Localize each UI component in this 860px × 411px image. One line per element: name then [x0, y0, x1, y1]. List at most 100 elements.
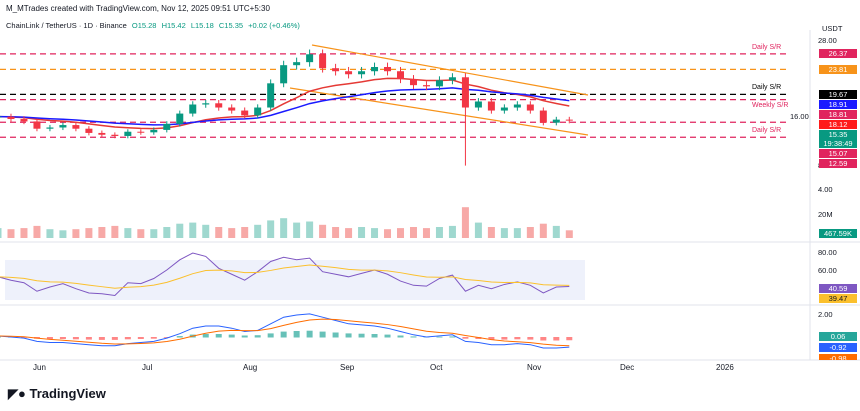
rsi-tick: 60.00 [818, 266, 837, 275]
volume-bar [332, 227, 340, 238]
macd-histogram-bar [176, 336, 183, 338]
month-tick: Dec [620, 363, 635, 372]
candle-body [526, 104, 534, 111]
candle-body [397, 71, 405, 80]
level-price-label: 19.67 [819, 89, 857, 99]
candle-body [124, 131, 132, 136]
macd-histogram-bar [228, 334, 235, 338]
month-tick: Jul [142, 363, 153, 372]
candle-body [384, 66, 392, 72]
candle-body [59, 125, 67, 128]
candle-body [422, 85, 430, 87]
volume-bar [189, 222, 197, 238]
volume-bar [254, 224, 262, 238]
currency-label: USDT [822, 24, 843, 33]
candle-body [176, 113, 184, 124]
tradingview-logo[interactable]: ◤● TradingView [8, 386, 106, 401]
macd-histogram-bar [306, 330, 313, 338]
level-price-label: 18.12 [819, 119, 857, 129]
macd-histogram-bar [358, 333, 365, 338]
volume-bar [228, 228, 236, 238]
sr-line-label: Daily S/R [752, 43, 782, 51]
volume-bar [345, 228, 353, 238]
price-tick: 28.00 [818, 36, 837, 45]
volume-bar [358, 227, 366, 238]
macd-line-label: -0.92 [819, 343, 857, 352]
volume-bar [33, 225, 41, 238]
symbol-name[interactable]: ChainLink / TetherUS · 1D · Binance [6, 21, 127, 30]
candle-body [254, 107, 262, 116]
ohlc-change: +0.02 (+0.46%) [248, 21, 300, 30]
author-line: M_MTrades created with TradingView.com, … [6, 4, 270, 13]
macd-signal-label: -0.98 [819, 354, 857, 360]
candle-body [228, 107, 236, 111]
macd-histogram-bar [540, 337, 547, 341]
macd-histogram-bar [293, 331, 300, 338]
candle-body [33, 121, 41, 129]
macd-histogram-bar [124, 337, 131, 340]
candle-body [137, 131, 145, 133]
volume-bar [215, 227, 223, 238]
volume-bar [500, 228, 508, 238]
volume-bar [397, 228, 405, 238]
candle-body [371, 66, 379, 72]
candle-body [267, 83, 275, 108]
macd-histogram-bar [488, 337, 495, 340]
macd-histogram-bar [0, 336, 1, 338]
volume-bar [422, 228, 430, 238]
logo-icon: ◤● [8, 386, 30, 401]
volume-bar [552, 225, 560, 238]
channel-lower-line [289, 87, 589, 136]
rsi-band [5, 260, 585, 300]
volume-bar [371, 228, 379, 238]
macd-histogram-bar [98, 337, 105, 340]
volume-bar [319, 224, 327, 238]
macd-line [0, 313, 570, 349]
candle-body [345, 71, 353, 75]
volume-bar [513, 228, 521, 238]
candle-body [85, 128, 93, 133]
macd-histogram-bar [410, 336, 417, 338]
macd-histogram-bar [163, 337, 170, 338]
candle-body [293, 62, 301, 66]
candle-body [215, 103, 223, 108]
candle-body [319, 54, 327, 69]
level-price-label: 26.37 [819, 49, 857, 59]
candle-body [332, 68, 340, 72]
macd-histogram-bar [267, 333, 274, 338]
candle-body [435, 80, 443, 87]
candle-body [98, 132, 106, 135]
macd-histogram-bar [150, 337, 157, 339]
ema-100-line [0, 87, 570, 126]
candle-body [474, 101, 482, 108]
candle-body [500, 107, 508, 111]
volume-bar [137, 229, 145, 238]
macd-histogram-bar [514, 337, 521, 340]
volume-bar [280, 218, 288, 238]
macd-histogram-bar [46, 337, 53, 339]
volume-bar [85, 228, 93, 238]
volume-bar [474, 222, 482, 238]
macd-histogram-bar [345, 333, 352, 338]
macd-signal-line [0, 318, 570, 347]
macd-histogram-bar [85, 337, 92, 340]
macd-histogram-bar [436, 336, 443, 338]
volume-bar [293, 222, 301, 238]
month-tick: Aug [243, 363, 258, 372]
chart-canvas[interactable] [0, 0, 860, 380]
level-price-label: 18.91 [819, 99, 857, 109]
sr-line-label: Daily S/R [752, 127, 782, 135]
ohlc-open: O15.28 [131, 21, 157, 30]
candle-body [539, 110, 547, 123]
price-tick: 16.00 [790, 112, 809, 121]
volume-bar [98, 227, 106, 238]
macd-histogram-bar [254, 335, 261, 338]
volume-bar [150, 229, 158, 238]
macd-histogram-bar [566, 337, 573, 341]
volume-bar [20, 228, 28, 238]
candle-body [189, 104, 197, 114]
volume-label: 467.59K [819, 229, 857, 238]
macd-tick: 2.00 [818, 310, 833, 319]
channel-upper-line [311, 44, 589, 96]
volume-bar [306, 221, 314, 238]
